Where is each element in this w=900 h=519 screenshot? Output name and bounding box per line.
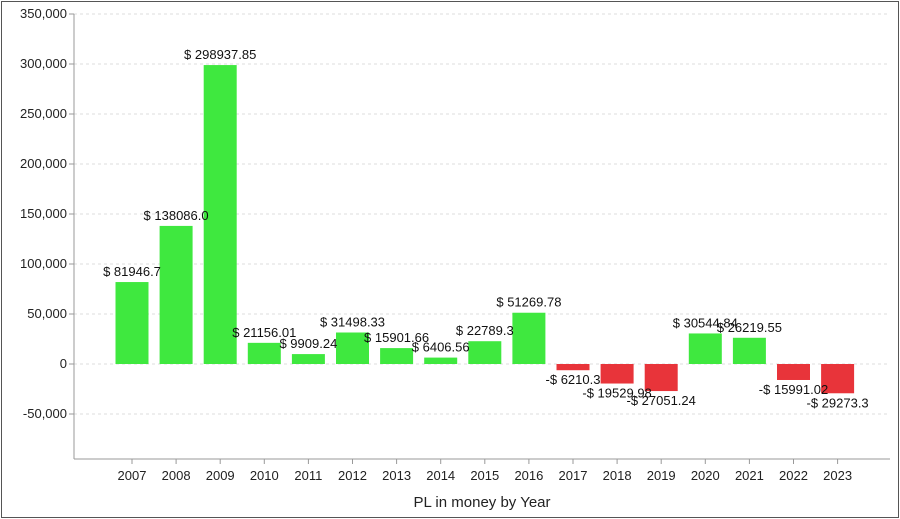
bar-2021 xyxy=(732,337,766,364)
bar-2014 xyxy=(424,357,458,364)
bar-2009 xyxy=(203,65,237,365)
y-tick-label: 50,000 xyxy=(27,306,67,321)
data-label: $ 6406.56 xyxy=(412,340,470,355)
bar-2007 xyxy=(115,282,149,364)
y-tick-label: 250,000 xyxy=(20,106,67,121)
x-tick-label: 2017 xyxy=(559,468,588,483)
data-label: -$ 15991.02 xyxy=(759,382,828,397)
bar-2015 xyxy=(468,341,502,364)
bar-2019 xyxy=(644,364,678,392)
bar-2012 xyxy=(336,332,369,364)
x-tick-label: 2021 xyxy=(735,468,764,483)
data-label: $ 81946.7 xyxy=(103,264,161,279)
x-tick-label: 2007 xyxy=(118,468,147,483)
x-tick-label: 2011 xyxy=(294,468,322,483)
y-tick-label: 150,000 xyxy=(20,206,67,221)
bar-2018 xyxy=(600,364,634,384)
y-tick-label: 350,000 xyxy=(20,6,67,21)
data-label: $ 31498.33 xyxy=(320,315,385,330)
x-tick-label: 2016 xyxy=(514,468,543,483)
bar-2020 xyxy=(688,333,722,364)
x-tick-label: 2018 xyxy=(603,468,632,483)
data-label: $ 51269.78 xyxy=(496,295,561,310)
y-tick-label: 100,000 xyxy=(20,256,67,271)
data-labels: $ 81946.7 $ 138086.0 $ 298937.85 $ 21156.01… xyxy=(103,47,869,410)
x-tick-label: 2010 xyxy=(250,468,279,483)
data-label: -$ 6210.3 xyxy=(546,372,601,387)
data-label: $ 21156.01 xyxy=(232,325,296,340)
x-tick-label: 2015 xyxy=(470,468,499,483)
y-tick-label: -50,000 xyxy=(23,406,67,421)
data-label: $ 138086.0 xyxy=(144,208,209,223)
data-label: -$ 27051.24 xyxy=(626,393,695,408)
y-tick-label: 0 xyxy=(60,356,67,371)
bar-2016 xyxy=(512,312,546,364)
x-tick-label: 2023 xyxy=(823,468,852,483)
x-tick-label: 2013 xyxy=(382,468,411,483)
bar-2022 xyxy=(777,364,810,380)
data-label: $ 22789.3 xyxy=(456,323,514,338)
y-tick-label: 300,000 xyxy=(20,56,67,71)
data-label: $ 9909.24 xyxy=(279,336,337,351)
x-axis-title: PL in money by Year xyxy=(413,494,550,511)
axes: -50,000 0 50,000 100,000 150,000 200,000 250,0… xyxy=(20,6,890,483)
data-label: $ 30544.84 xyxy=(673,315,738,330)
bar-2023 xyxy=(821,364,855,394)
bar-2010 xyxy=(247,342,281,364)
bar-2017 xyxy=(556,364,590,371)
y-tick-label: 200,000 xyxy=(20,156,67,171)
x-tick-label: 2022 xyxy=(779,468,808,483)
x-tick-label: 2009 xyxy=(206,468,235,483)
bars xyxy=(115,65,855,394)
x-tick-label: 2020 xyxy=(691,468,720,483)
bar-2011 xyxy=(291,354,325,364)
x-tick-label: 2012 xyxy=(338,468,367,483)
data-label: $ 26219.55 xyxy=(717,320,782,335)
data-label: -$ 19529.98 xyxy=(582,386,651,401)
x-tick-label: 2008 xyxy=(162,468,191,483)
data-label: $ 298937.85 xyxy=(184,47,256,62)
bar-2013 xyxy=(380,348,414,364)
data-label: $ 15901.66 xyxy=(364,330,429,345)
x-tick-label: 2014 xyxy=(426,468,455,483)
data-label: -$ 29273.3 xyxy=(807,395,869,410)
x-tick-label: 2019 xyxy=(647,468,676,483)
bar-2008 xyxy=(159,225,193,364)
